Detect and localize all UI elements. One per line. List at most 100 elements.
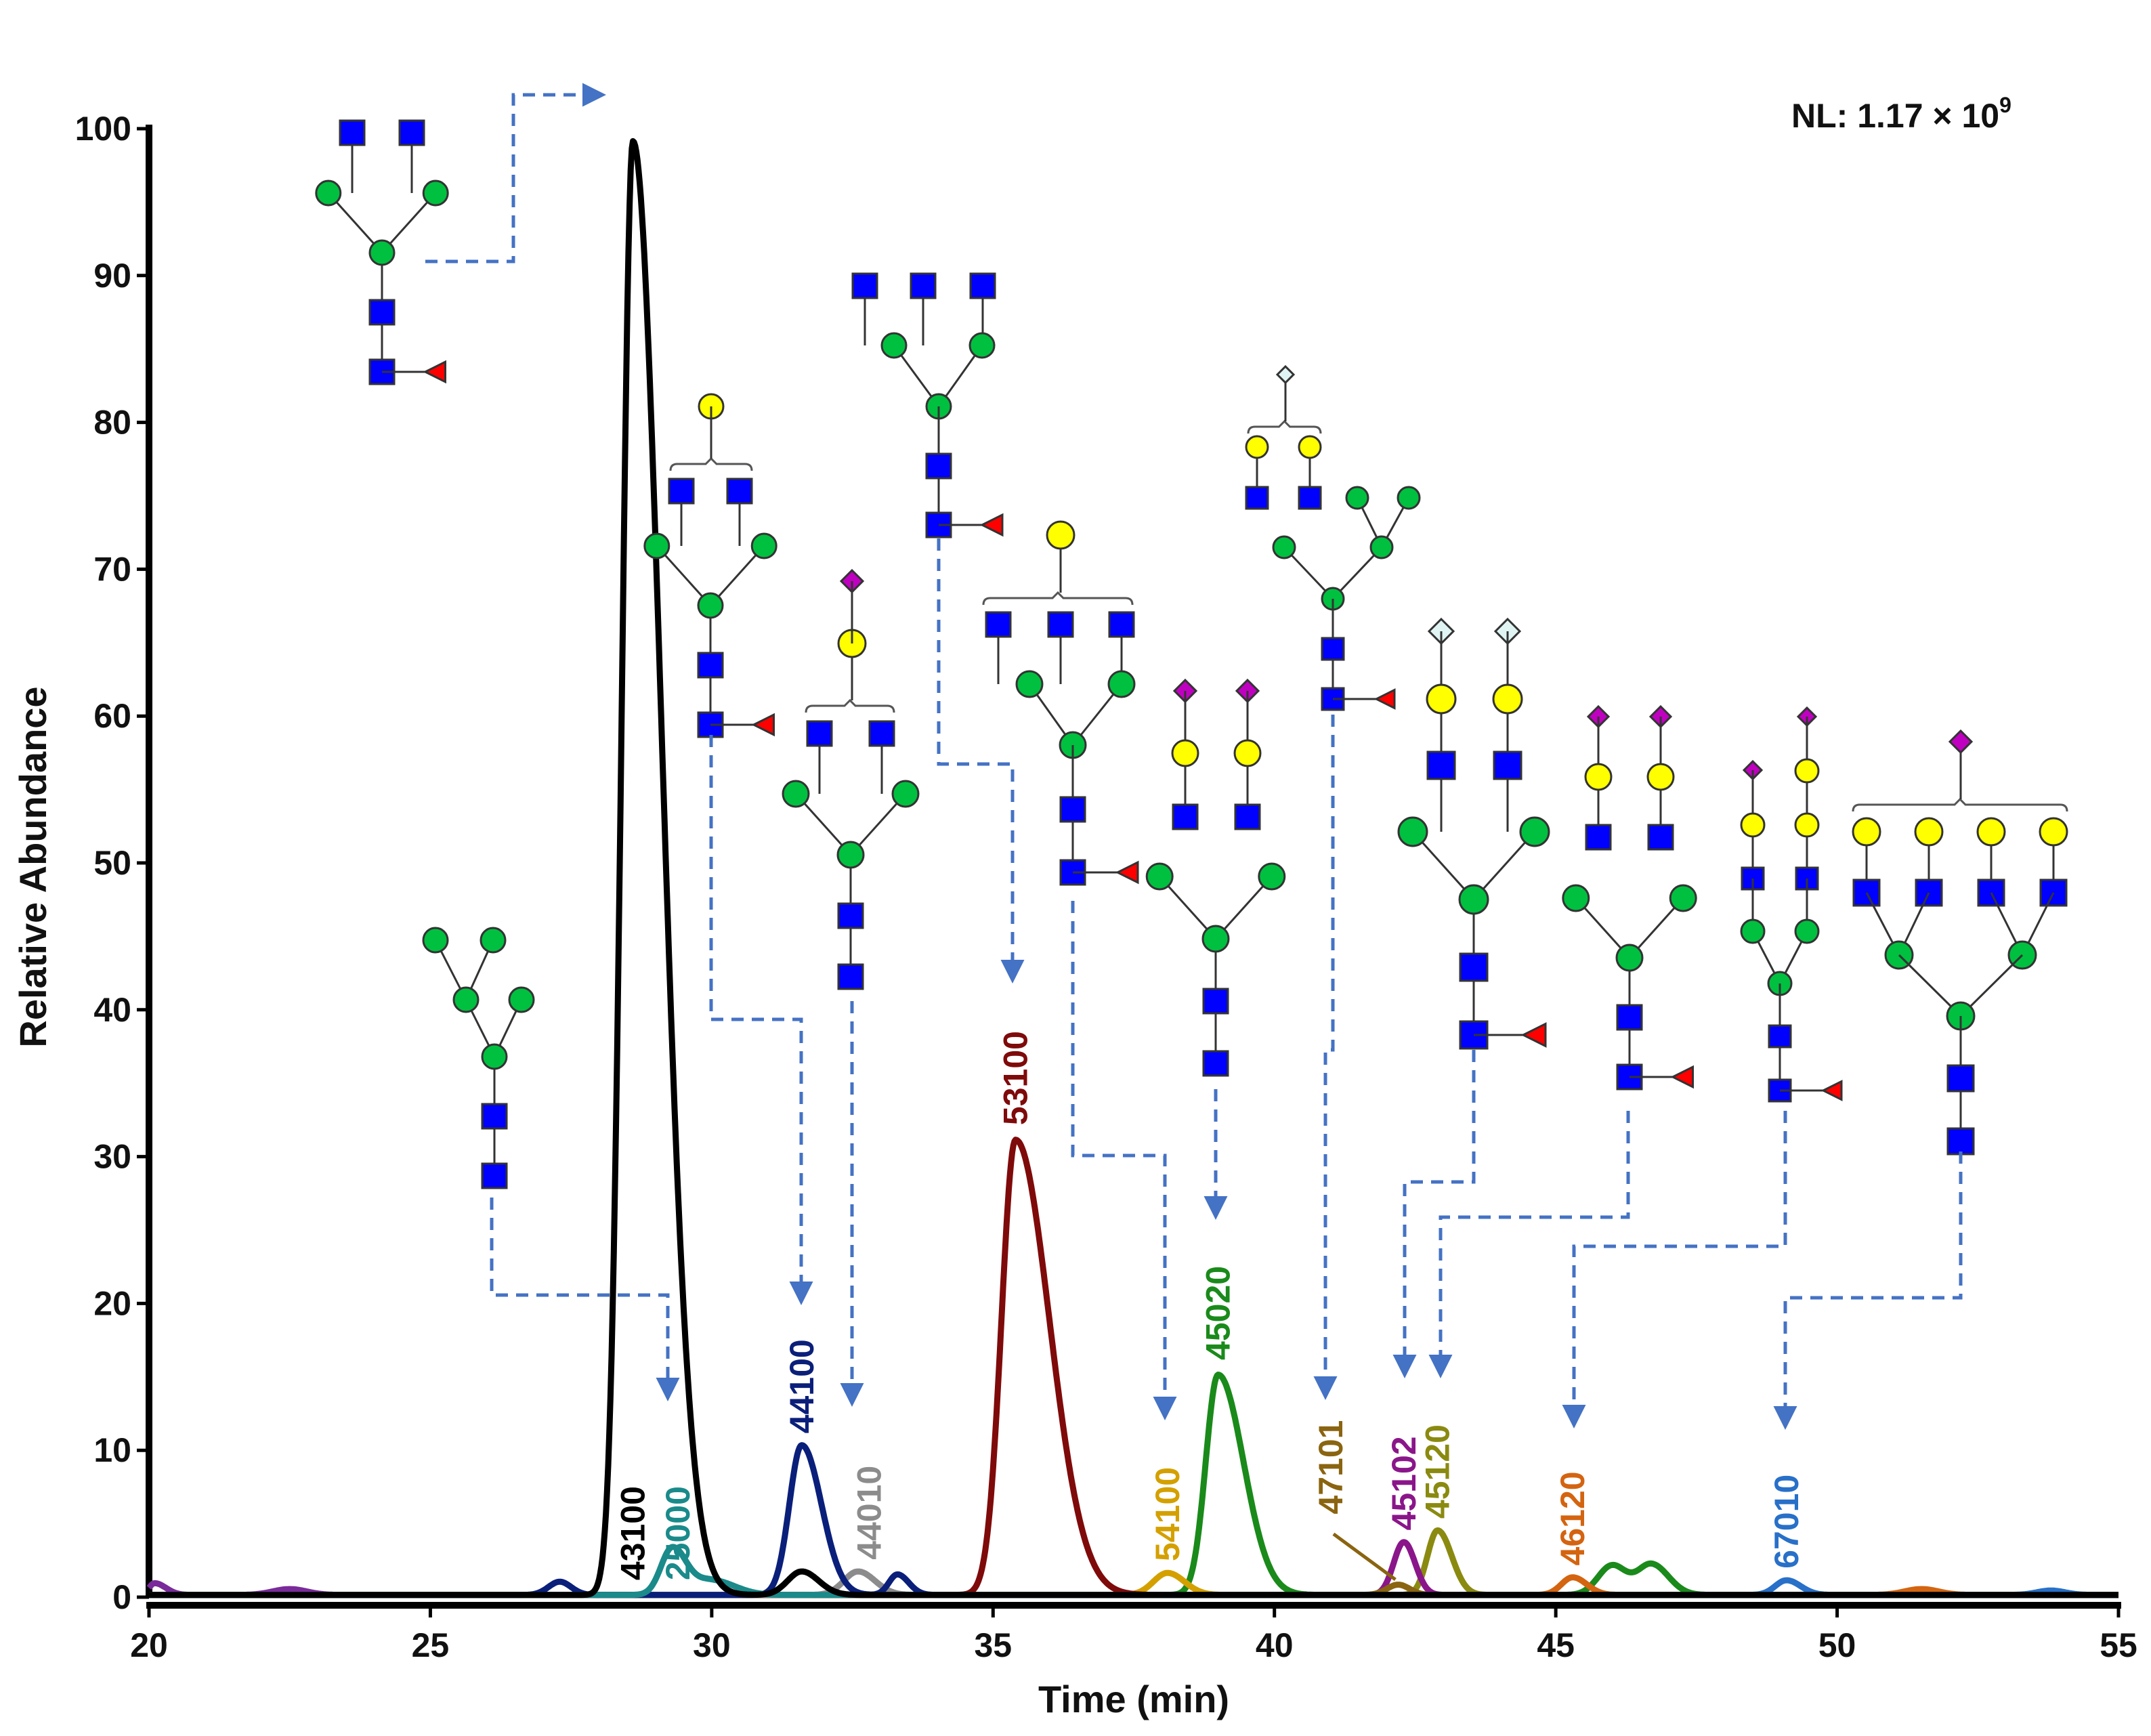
glcnac-square-icon [1108,611,1135,638]
glycan-structures [315,119,2068,1189]
x-tick-label: 30 [693,1626,731,1664]
mannose-circle-icon [1397,486,1421,510]
mannose-circle-icon [315,179,342,207]
mannose-circle-icon [1201,925,1230,953]
glcnac-square-icon [2039,878,2068,907]
glcnac-square-icon [1298,486,1322,510]
glcnac-square-icon [868,720,895,747]
y-tick-label: 10 [93,1431,131,1469]
x-tick-label: 50 [1818,1626,1856,1664]
fucose-triangle-icon [1820,1080,1843,1101]
peak-label-47101: 47101 [1312,1420,1350,1515]
glcnac-square-icon [1321,637,1345,661]
galactose-circle-icon [1426,683,1457,715]
glcnac-square-icon [1768,1024,1792,1049]
glycan-bond [656,545,712,607]
y-tick-label: 50 [93,844,131,882]
mannose-circle-icon [1145,862,1174,891]
glycan-bond [709,545,765,607]
x-tick-label: 25 [412,1626,450,1664]
galactose-circle-icon [2039,817,2068,847]
galactose-circle-icon [1794,812,1820,838]
glcnac-square-icon [1768,1078,1792,1103]
fucose-triangle-icon [751,713,775,737]
mannose-circle-icon [452,986,480,1013]
glcnac-square-icon [1059,796,1086,823]
peak-47101-leader [1332,1532,1397,1581]
glcnac-square-icon [1616,1004,1643,1031]
fucose-triangle-icon [1115,860,1139,885]
series-trace-43100 [147,137,2121,1599]
series-trace-53100 [147,1137,2121,1599]
galactose-circle-icon [1740,812,1766,838]
fucose-triangle-icon [1373,688,1396,710]
x-tick-label: 55 [2100,1626,2137,1664]
branch-brace [982,591,1134,606]
glcnac-square-icon [910,272,937,299]
mannose-circle-icon [1397,816,1428,847]
glcnac-square-icon [1915,878,1943,907]
glcnac-square-icon [985,611,1012,638]
mannose-circle-icon [1345,486,1369,510]
glcnac-square-icon [1202,1050,1229,1077]
peak-label-25000: 25000 [659,1486,697,1580]
x-axis-title: Time (min) [1038,1678,1229,1720]
branch-brace [805,698,895,713]
mannose-circle-icon [697,592,724,619]
glcnac-square-icon [1585,824,1612,851]
peak-label-46120: 46120 [1554,1471,1592,1565]
mannose-circle-icon [1107,670,1136,698]
series-trace-45102 [147,1539,2121,1599]
fucose-triangle-icon [1520,1022,1547,1048]
peak-label-45020: 45020 [1199,1266,1237,1360]
glycan-bond [1214,875,1273,940]
glcnac-square-icon [1234,803,1261,830]
glcnac-square-icon [668,478,695,505]
peak-label-67010: 67010 [1768,1475,1806,1569]
peak-label-53100: 53100 [997,1031,1035,1125]
mannose-circle-icon [1258,862,1286,891]
sialic-acid-diamond-icon [1275,364,1296,385]
mannose-circle-icon [1015,670,1044,698]
mannose-circle-icon [422,927,449,954]
glcnac-square-icon [697,652,724,679]
mannose-circle-icon [643,532,670,559]
y-tick-label: 0 [112,1578,131,1616]
glcnac-square-icon [1647,824,1674,851]
galactose-circle-icon [1298,435,1322,459]
galactose-circle-icon [1794,758,1820,784]
peak-label-45120: 45120 [1419,1424,1457,1519]
galactose-circle-icon [1976,817,2006,847]
glcnac-square-icon [1245,486,1269,510]
mannose-circle-icon [1562,884,1590,912]
glcnac-square-icon [481,1103,508,1130]
series-trace-unlabeled-12 [147,1560,2121,1599]
peak-leader-arrows [425,83,1963,1430]
y-tick-label: 100 [75,110,131,148]
peak-label-45102: 45102 [1385,1436,1423,1530]
glcnac-square-icon [1493,750,1522,780]
glycan-bond [327,192,383,254]
glcnac-square-icon [969,272,996,299]
galactose-circle-icon [1245,435,1269,459]
normalization-level-label: NL: 1.17 × 109 [1791,93,2011,135]
series-trace-45120 [147,1527,2121,1599]
glcnac-square-icon [806,720,833,747]
mannose-circle-icon [368,239,396,266]
glycan-bond [1159,875,1217,940]
mannose-circle-icon [422,179,449,207]
glcnac-square-icon [398,119,425,146]
mannose-circle-icon [1615,944,1644,972]
glcnac-square-icon [726,478,753,505]
mannose-circle-icon [891,780,920,808]
glcnac-square-icon [368,299,396,326]
mannose-circle-icon [481,1043,508,1070]
glcnac-square-icon [837,902,864,929]
glcnac-square-icon [1946,1064,1975,1093]
sialic-acid-diamond-icon [1948,729,1974,755]
glcnac-square-icon [1459,952,1489,982]
mannose-circle-icon [750,532,778,559]
galactose-circle-icon [1584,763,1613,791]
glcnac-square-icon [851,272,878,299]
